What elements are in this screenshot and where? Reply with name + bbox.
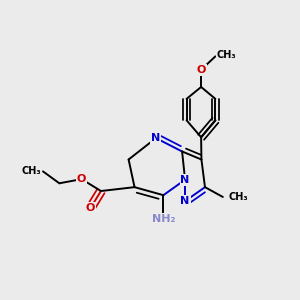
Text: O: O [196, 65, 206, 75]
Text: N: N [151, 133, 160, 143]
Text: N: N [180, 196, 190, 206]
Text: CH₃: CH₃ [217, 50, 236, 60]
Text: NH₂: NH₂ [152, 214, 175, 224]
Text: N: N [180, 175, 190, 185]
Text: CH₃: CH₃ [229, 192, 248, 202]
Text: CH₃: CH₃ [22, 167, 41, 176]
Text: O: O [86, 203, 95, 213]
Text: O: O [77, 174, 86, 184]
